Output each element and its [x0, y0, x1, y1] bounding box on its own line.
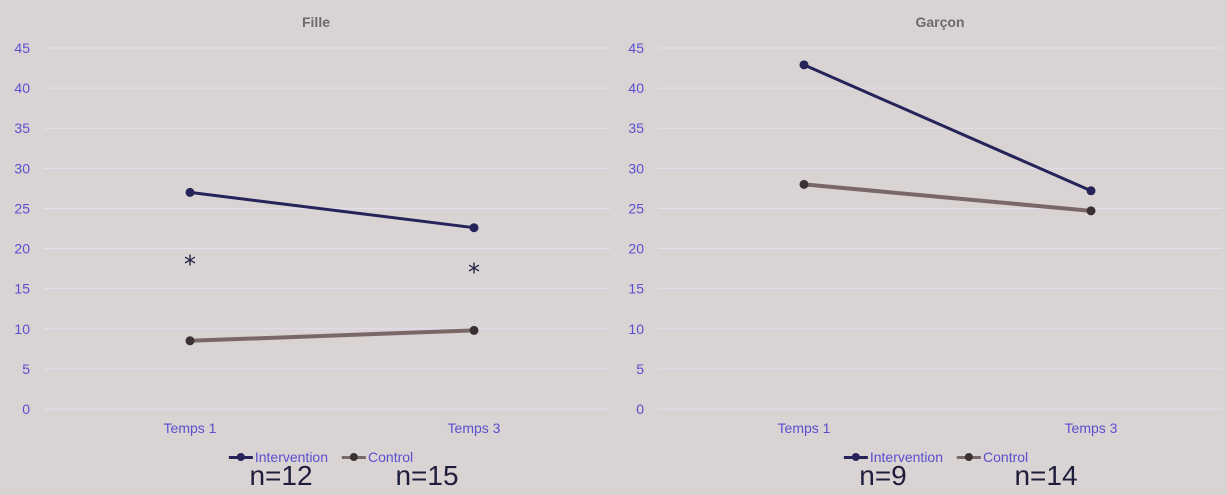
- legend-label: Intervention: [869, 449, 944, 465]
- chart-panel-garcon: Garçon 0 5 10 15 20 25 30 35 40 45 Temps 1 Temps 3 …: [614, 0, 1227, 495]
- legend-swatch: [843, 452, 868, 462]
- data-point-intervention: [1086, 186, 1096, 196]
- y-tick-label: 20: [14, 241, 30, 257]
- legend-swatch: [342, 452, 367, 462]
- x-tick-label: Temps 3: [448, 420, 501, 436]
- y-tick-label: 10: [628, 321, 644, 337]
- y-tick-label: 5: [636, 361, 644, 377]
- x-tick-label: Temps 1: [778, 420, 831, 436]
- y-tick-label: 5: [22, 361, 30, 377]
- legend-item-intervention: Intervention: [228, 449, 329, 465]
- y-tick-label: 20: [628, 241, 644, 257]
- data-point-control: [469, 325, 479, 335]
- x-tick-label: Temps 3: [1065, 420, 1118, 436]
- x-tick-label: Temps 1: [164, 420, 217, 436]
- line-chart-garcon: 0 5 10 15 20 25 30 35 40 45 Temps 1 Temps 3: [628, 40, 1222, 436]
- n-label: n=12: [249, 460, 313, 491]
- data-point-intervention: [799, 60, 809, 70]
- y-tick-label: 30: [628, 160, 644, 176]
- data-point-intervention: [185, 187, 195, 197]
- y-tick-label: 35: [628, 120, 644, 136]
- legend-swatch: [228, 452, 253, 462]
- data-point-control: [799, 179, 809, 189]
- chart-title: Garçon: [915, 14, 965, 30]
- y-tick-label: 0: [636, 401, 644, 417]
- data-point-control: [1086, 206, 1096, 216]
- y-tick-label: 15: [628, 281, 644, 297]
- y-tick-label: 25: [14, 200, 30, 216]
- legend: Intervention Control: [228, 449, 413, 465]
- series-line-control: [802, 182, 1093, 213]
- y-tick-label: 40: [14, 80, 30, 96]
- y-tick-label: 15: [14, 281, 30, 297]
- series-line-control: [188, 328, 476, 343]
- legend-swatch: [957, 452, 982, 462]
- legend-item-intervention: Intervention: [843, 449, 944, 465]
- y-tick-label: 10: [14, 321, 30, 337]
- legend-item-control: Control: [342, 449, 413, 465]
- legend: Intervention Control: [843, 449, 1028, 465]
- series-line-intervention: [188, 190, 476, 230]
- y-tick-label: 30: [14, 160, 30, 176]
- data-point-control: [185, 336, 195, 346]
- y-tick-label: 40: [628, 80, 644, 96]
- y-tick-label: 45: [14, 40, 30, 56]
- significance-marker: *: [184, 251, 196, 279]
- y-tick-label: 35: [14, 120, 30, 136]
- n-label: n=9: [859, 460, 907, 491]
- y-tick-label: 0: [22, 401, 30, 417]
- y-tick-label: 45: [628, 40, 644, 56]
- line-chart-fille: 0 5 10 15 20 25 30 35 40 45 Temps 1 Temps 3 * *: [14, 40, 610, 436]
- legend-label: Control: [368, 449, 414, 465]
- y-tick-label: 25: [628, 200, 644, 216]
- significance-marker: *: [468, 259, 480, 287]
- n-label: n=14: [1014, 460, 1078, 491]
- n-label: n=15: [395, 460, 459, 491]
- series-line-intervention: [802, 63, 1093, 193]
- chart-panel-fille: Fille 0 5 10 15 20 25 30 35 40 45 Temps 1 Temps 3 * *…: [14, 14, 610, 491]
- chart-title: Fille: [301, 14, 331, 30]
- data-point-intervention: [469, 223, 479, 233]
- legend-item-control: Control: [957, 449, 1028, 465]
- legend-label: Control: [983, 449, 1029, 465]
- legend-label: Intervention: [254, 449, 329, 465]
